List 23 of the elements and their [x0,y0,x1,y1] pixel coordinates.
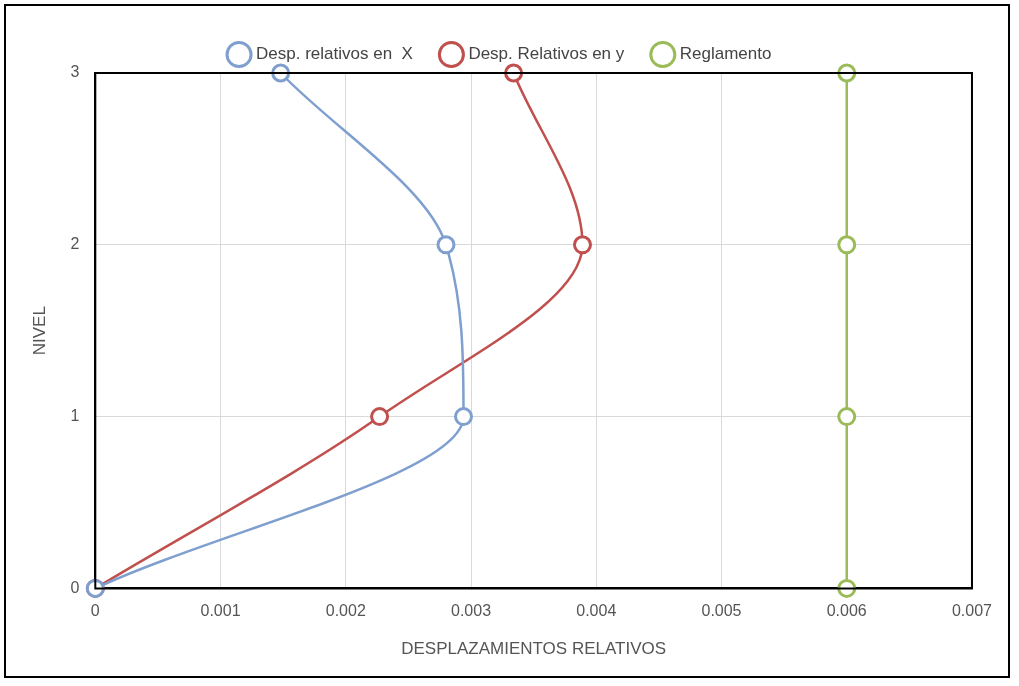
y-tick-label: 2 [70,235,80,253]
point [454,407,474,427]
point [436,235,456,255]
x-axis-title: DESPLAZAMIENTOS RELATIVOS [401,639,667,659]
legend-label: Desp. Relativos en y [468,44,625,64]
x-tick-label: 0.006 [826,602,867,620]
point [837,235,857,255]
x-tick-label: 0 [90,602,100,620]
x-tick-label: 0.007 [951,602,993,620]
x-tick-label: 0.002 [325,602,366,620]
legend-label: Desp. relativos en X [256,44,413,64]
x-tick-label: 0.005 [701,602,742,620]
point [837,407,857,427]
x-tick-label: 0.001 [200,602,241,620]
legend-label: Reglamento [679,44,772,64]
point [370,407,390,427]
y-tick-label: 3 [70,63,80,81]
y-tick-label: 1 [70,407,80,425]
y-tick-label: 0 [70,578,80,596]
x-tick-label: 0.004 [576,602,617,620]
point [572,235,592,255]
x-tick-label: 0.003 [451,602,492,620]
y-axis-title: NIVEL [29,306,49,356]
